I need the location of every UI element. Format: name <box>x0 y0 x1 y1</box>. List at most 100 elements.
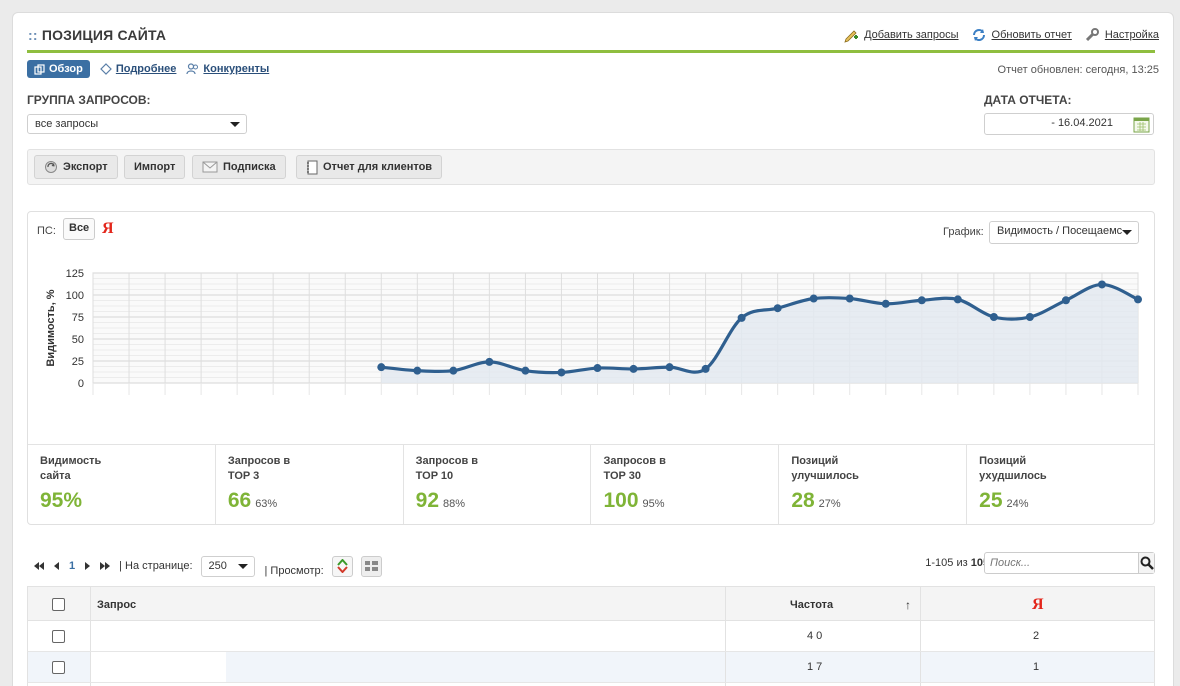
data-point <box>1025 313 1034 321</box>
kpi-label: Запросов в <box>603 455 666 467</box>
data-point <box>953 295 962 304</box>
add-queries-label: Добавить запросы <box>864 29 959 41</box>
graph-type-label: График: <box>943 226 984 238</box>
details-icon <box>99 63 112 75</box>
queries-table-header: Запрос Частота ↑ Я <box>27 586 1155 621</box>
actions-toolbar: Экспорт Импорт Подписка Отчет для клиент… <box>27 149 1155 185</box>
client-report-label: Отчет для клиентов <box>323 161 433 173</box>
settings-label: Настройка <box>1104 29 1159 41</box>
data-point <box>737 313 746 322</box>
client-report-button[interactable]: Отчет для клиентов <box>296 155 443 179</box>
first-page-icon[interactable] <box>33 561 45 571</box>
column-divider <box>90 621 91 651</box>
export-button[interactable]: Экспорт <box>34 155 118 179</box>
next-page-icon[interactable] <box>83 561 91 571</box>
kpi-value: 25 <box>979 489 1003 512</box>
data-point <box>809 294 818 303</box>
tab-overview-label: Обзор <box>49 63 83 75</box>
series-area <box>381 284 1138 383</box>
last-page-icon[interactable] <box>99 561 111 571</box>
chevron-down-icon <box>237 563 248 569</box>
title-dots: :: <box>28 27 38 43</box>
notebook-icon <box>307 160 318 174</box>
table-row[interactable] <box>27 683 1155 686</box>
calendar-icon[interactable] <box>1133 116 1150 133</box>
report-date-field[interactable]: - 16.04.2021 <box>984 113 1154 135</box>
yandex-filter-button[interactable]: Я <box>102 220 114 237</box>
tab-details[interactable]: Подробнее <box>99 63 176 75</box>
refresh-icon <box>972 29 985 41</box>
series-line <box>381 282 1139 375</box>
kpi-label: сайта <box>40 470 71 482</box>
range-text: 1-105 из <box>925 557 968 569</box>
kpi-label: Запросов в <box>415 455 479 467</box>
graph-type-select[interactable]: Видимость / Посещаемс <box>989 221 1139 244</box>
column-divider <box>725 652 726 682</box>
import-button[interactable]: Импорт <box>124 155 186 179</box>
search-button[interactable] <box>1138 553 1154 573</box>
data-point <box>1097 280 1106 289</box>
site-position-panel: :: ПОЗИЦИЯ САЙТА Добавить запросы Обнови… <box>12 12 1174 686</box>
column-divider <box>920 621 921 651</box>
row-position: 2 <box>1033 630 1040 642</box>
kpi-value: 28 <box>791 489 815 512</box>
data-point <box>917 296 926 305</box>
row-checkbox[interactable] <box>52 661 65 674</box>
subscribe-button[interactable]: Подписка <box>192 155 286 179</box>
view-mode-label: | Просмотр: <box>264 565 324 577</box>
column-divider <box>920 652 921 682</box>
column-frequency[interactable]: Частота <box>790 599 834 611</box>
column-divider <box>90 683 91 686</box>
row-checkbox[interactable] <box>52 630 65 643</box>
data-point <box>593 364 602 373</box>
users-icon <box>186 63 199 75</box>
pagination-bar: 1 | На странице: 250 | Просмотр: <box>33 555 382 577</box>
search-box <box>984 552 1155 574</box>
view-grid-button[interactable] <box>360 555 382 577</box>
per-page-select[interactable]: 250 <box>200 555 255 577</box>
y-tick-label: 125 <box>66 268 84 280</box>
y-tick-label: 75 <box>72 312 84 324</box>
column-query[interactable]: Запрос <box>97 599 137 611</box>
kpi-visibility: Видимость сайта 95% <box>28 445 216 524</box>
search-engine-label: ПС: <box>37 225 56 237</box>
sort-arrow-icon: ↑ <box>905 598 911 612</box>
column-yandex[interactable]: Я <box>1032 596 1044 613</box>
search-input[interactable] <box>985 553 1138 573</box>
refresh-report-link[interactable]: Обновить отчет <box>971 27 1072 43</box>
kpi-label: TOP 30 <box>603 470 641 482</box>
kpi-label: TOP 3 <box>227 470 260 482</box>
data-point <box>665 363 674 372</box>
page-title: :: ПОЗИЦИЯ САЙТА <box>28 27 166 43</box>
table-row[interactable]: 1 7 1 <box>27 652 1155 683</box>
table-row[interactable]: 4 0 2 <box>27 621 1155 652</box>
row-position: 1 <box>1033 661 1040 673</box>
redacted-query <box>91 652 226 682</box>
select-all-checkbox[interactable] <box>52 598 65 611</box>
refresh-report-label: Обновить отчет <box>991 29 1072 41</box>
kpi-top10: Запросов в TOP 10 92 88% <box>404 445 592 524</box>
view-tabs: Обзор Подробнее Конкуренты <box>27 60 269 78</box>
all-engines-button[interactable]: Все <box>63 218 96 240</box>
data-point <box>521 366 530 375</box>
envelope-icon <box>202 161 218 173</box>
kpi-percent: 88% <box>443 498 466 510</box>
add-queries-link[interactable]: Добавить запросы <box>843 27 959 43</box>
export-label: Экспорт <box>63 161 108 173</box>
row-frequency: 1 7 <box>807 661 823 673</box>
data-point <box>449 366 458 375</box>
y-axis-label: Видимость, % <box>45 289 57 366</box>
kpi-percent: 27% <box>818 498 841 510</box>
y-tick-label: 25 <box>72 356 84 368</box>
settings-link[interactable]: Настройка <box>1084 27 1159 43</box>
current-page[interactable]: 1 <box>69 560 76 572</box>
query-group-select[interactable]: все запросы <box>27 114 247 134</box>
kpi-label: Позиций <box>979 455 1027 467</box>
data-point <box>1061 296 1070 305</box>
prev-page-icon[interactable] <box>53 561 61 571</box>
tab-overview[interactable]: Обзор <box>27 60 90 78</box>
tab-competitors[interactable]: Конкуренты <box>186 63 269 75</box>
kpi-value: 66 <box>227 489 252 512</box>
data-point <box>701 364 710 373</box>
view-compare-button[interactable] <box>331 555 353 577</box>
